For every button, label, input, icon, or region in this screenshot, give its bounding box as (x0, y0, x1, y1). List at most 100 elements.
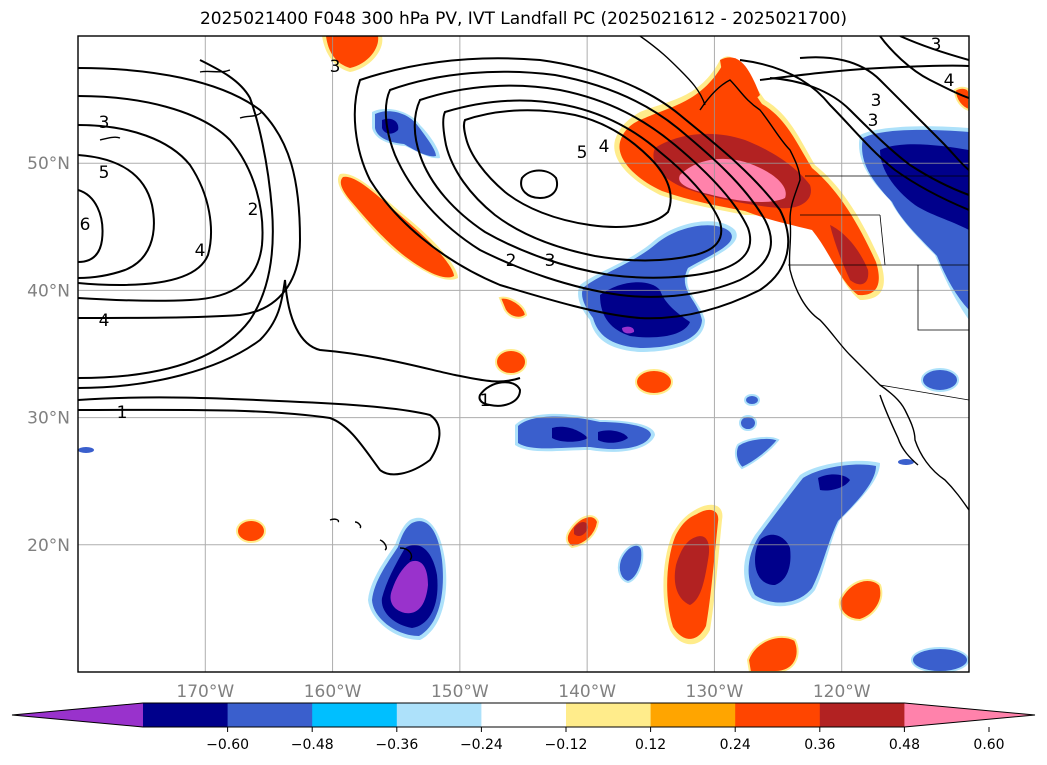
pv-positive-region (326, 36, 379, 68)
pv-max-region (679, 158, 786, 202)
pv-positive-region (498, 296, 528, 319)
borders (788, 175, 969, 401)
pv-negative-region (921, 368, 959, 392)
pv-contour-line (78, 59, 274, 379)
contour-label: 3 (330, 57, 341, 77)
map-frame (77, 35, 970, 673)
pv-contour-line (78, 124, 212, 287)
coastlines (99, 36, 969, 561)
axis-tick-labels: 170°W 160°W 150°W 140°W 130°W 120°W 20°N 30°N 40… (27, 154, 871, 702)
lat-tick-label: 20°N (27, 536, 70, 556)
state-border (917, 265, 969, 331)
pv-contour-line (78, 154, 155, 279)
pv-contour-line (879, 36, 969, 99)
colorbar-segment (312, 703, 398, 727)
pv-negative-region (880, 144, 969, 230)
hawaii-islands (329, 518, 413, 561)
colorbar-tick-label: −0.60 (206, 737, 249, 753)
colorbar-tick-label: 0.12 (635, 737, 666, 753)
pv-positive-region (574, 522, 588, 536)
pv-negative-region (739, 415, 757, 431)
pv-negative-region (390, 560, 428, 614)
pv-contour-line (384, 70, 772, 298)
contour-label: 3 (931, 35, 942, 55)
contour-label: 3 (868, 111, 879, 131)
contour-label: 4 (599, 137, 610, 157)
pv-contour-line (78, 396, 441, 476)
pv-contour-line (442, 99, 723, 262)
lon-tick-label: 120°W (813, 682, 871, 702)
contour-label: 1 (117, 403, 128, 423)
alaska-coastline (639, 36, 706, 106)
lon-tick-label: 170°W (176, 682, 234, 702)
pv-contour-line (739, 59, 969, 211)
colorbar: −0.60 −0.48 −0.36 −0.24 −0.12 0.12 0.24 0.36 0.4… (11, 702, 1036, 753)
pv-positive-region (495, 349, 527, 375)
lon-tick-label: 150°W (431, 682, 489, 702)
colorbar-tick-label: 0.48 (889, 737, 920, 753)
colorbar-segment (227, 703, 313, 727)
colorbar-segment (819, 703, 905, 727)
contour-label: 4 (944, 71, 955, 91)
baja-coastline (879, 394, 919, 466)
pv-contour-line (520, 169, 558, 200)
aleutian-coastline (99, 69, 263, 141)
colorbar-tick-label: 0.24 (720, 737, 751, 753)
pv-contour-line (78, 279, 521, 389)
contour-label: 2 (506, 251, 517, 271)
lon-tick-label: 130°W (686, 682, 744, 702)
state-border (879, 214, 886, 266)
pv-positive-region (674, 536, 710, 605)
pv-contour-line (899, 36, 969, 61)
us-mexico-border (879, 384, 969, 401)
colorbar-tick-label: −0.48 (291, 737, 334, 753)
pv-contour-line (78, 67, 302, 319)
lon-tick-label: 160°W (304, 682, 362, 702)
colorbar-extend-min (12, 703, 143, 727)
pv-negative-region (617, 543, 644, 584)
colorbar-segment (566, 703, 652, 727)
pv-contour-line (478, 381, 522, 407)
colorbar-segment (396, 703, 482, 727)
contour-label: 1 (480, 391, 491, 411)
north-america-coastline (699, 79, 969, 511)
contour-label: 3 (545, 251, 556, 271)
pv-negative-region (598, 430, 628, 443)
pv-positive-region (236, 519, 266, 543)
contour-label: 3 (99, 113, 110, 133)
colorbar-tick-label: −0.24 (460, 737, 503, 753)
contour-label: 2 (248, 200, 259, 220)
contour-label: 6 (80, 215, 91, 235)
colorbar-outline (11, 702, 1036, 728)
lon-tick-label: 140°W (558, 682, 616, 702)
pv-negative-region (744, 394, 760, 406)
colorbar-tick-label: −0.36 (375, 737, 418, 753)
pv-positive-region (635, 369, 673, 395)
pv-contour-line (462, 109, 672, 228)
colorbar-tick-label: −0.12 (545, 737, 588, 753)
gridlines (78, 36, 969, 672)
pv-negative-region (898, 459, 914, 465)
contour-label: 3 (871, 91, 882, 111)
pv-contours (78, 36, 969, 476)
colorbar-segment (735, 703, 821, 727)
pv-negative-region (734, 436, 780, 470)
contour-label: 5 (577, 143, 588, 163)
pv-contour-line (799, 56, 969, 171)
colorbar-segment (143, 703, 229, 727)
map-title: 2025021400 F048 300 hPa PV, IVT Landfall… (199, 9, 847, 29)
pv-positive-region (838, 579, 883, 622)
pv-positive-region (720, 57, 760, 101)
contour-label: 4 (195, 241, 206, 261)
pv-negative-region (755, 534, 791, 585)
colorbar-extend-max (904, 703, 1035, 727)
contour-label: 5 (99, 163, 110, 183)
pv-contour-line (78, 189, 104, 263)
colorbar-tick-label: 0.36 (804, 737, 835, 753)
pv-contour-line (353, 57, 790, 320)
pv-negative-region (911, 647, 969, 672)
pv-positive-region (340, 176, 454, 278)
